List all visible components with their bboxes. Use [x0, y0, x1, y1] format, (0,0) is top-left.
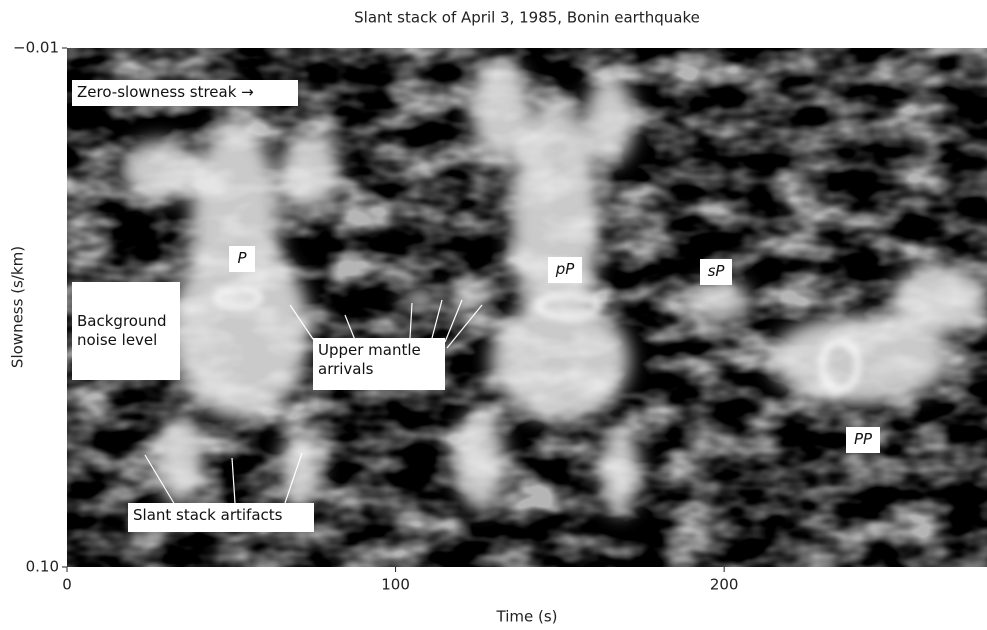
x-axis-label: Time (s) [496, 608, 558, 626]
x-tick-label: 200 [710, 576, 739, 594]
x-tick-label: 0 [62, 576, 72, 594]
annotation: Background noise level [72, 282, 180, 380]
annotation: PP [846, 427, 880, 453]
leader-lines [144, 299, 483, 506]
annotation: Slant stack artifacts [128, 503, 314, 532]
annotation: Upper mantle arrivals [313, 338, 445, 390]
annotation: pP [548, 257, 582, 283]
slant-stack-image [67, 48, 987, 567]
annotation: P [229, 246, 255, 272]
annotation: Zero-slowness streak → [72, 80, 298, 106]
y-tick-label: 0.10 [26, 558, 59, 576]
x-tick-label: 100 [381, 576, 410, 594]
annotation: sP [700, 259, 732, 285]
chart-title: Slant stack of April 3, 1985, Bonin eart… [354, 9, 700, 27]
y-tick-label: −0.01 [13, 39, 59, 57]
y-axis-label: Slowness (s/km) [9, 246, 27, 368]
